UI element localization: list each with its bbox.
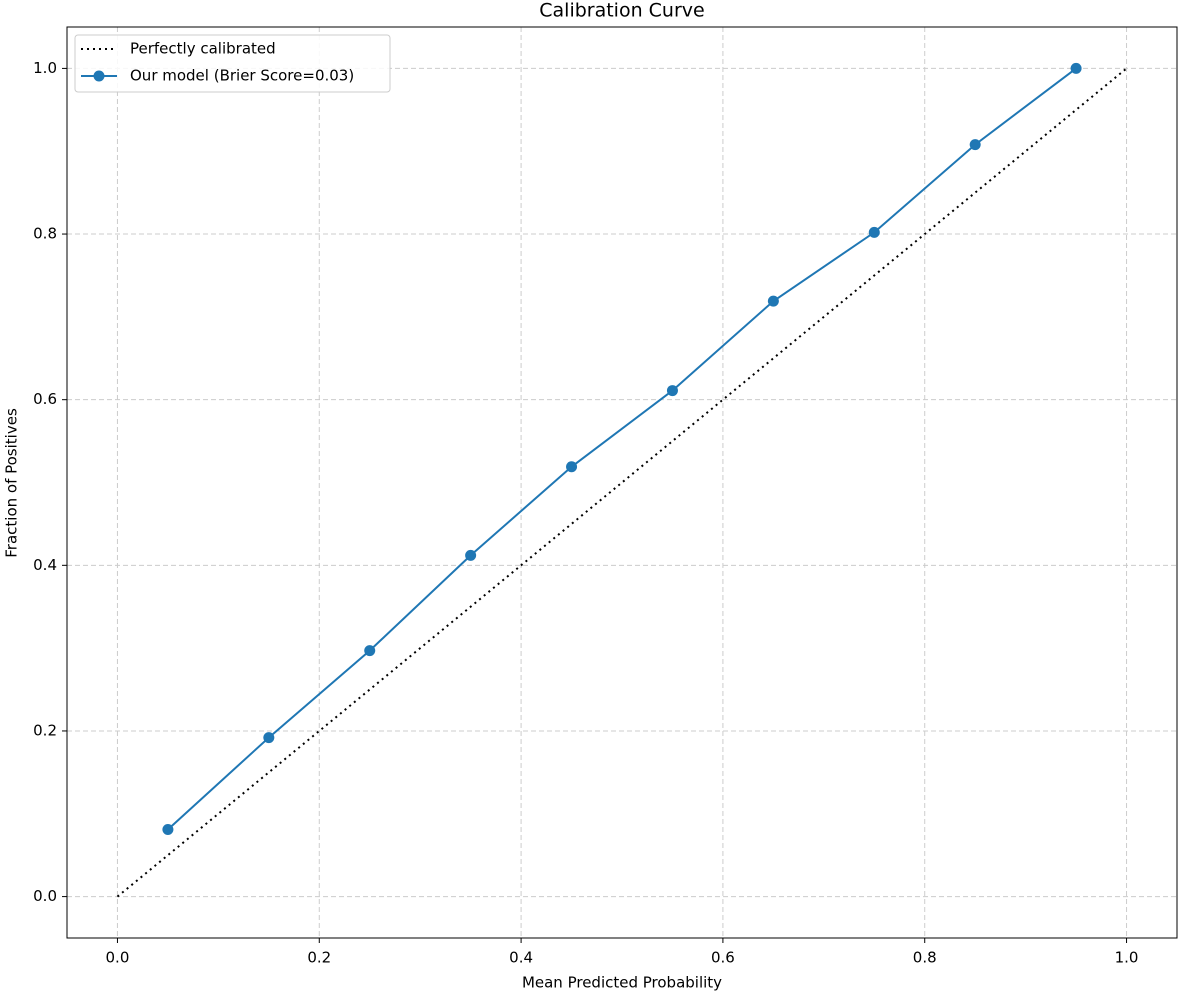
y-tick-label: 0.0 (33, 887, 57, 905)
legend-marker (93, 70, 105, 82)
legend-label: Our model (Brier Score=0.03) (130, 67, 354, 85)
data-point (666, 385, 678, 397)
x-axis-label: Mean Predicted Probability (522, 974, 722, 992)
data-point (364, 645, 376, 657)
data-point (465, 549, 477, 561)
x-tick-label: 0.8 (913, 949, 937, 967)
data-point (263, 732, 275, 744)
x-tick-label: 0.6 (711, 949, 735, 967)
data-point (767, 295, 779, 307)
y-tick-label: 1.0 (33, 59, 57, 77)
x-tick-label: 1.0 (1115, 949, 1139, 967)
x-tick-label: 0.2 (307, 949, 331, 967)
data-point (162, 824, 174, 836)
series-line (116, 67, 1128, 898)
x-tick-label: 0.4 (509, 949, 533, 967)
plot-frame (66, 26, 1178, 939)
data-point (566, 461, 578, 473)
data-point (1070, 62, 1082, 74)
data-point (868, 226, 880, 238)
legend-label: Perfectly calibrated (130, 40, 276, 58)
y-tick-label: 0.8 (33, 225, 57, 243)
series-line (167, 67, 1077, 831)
legend-box (74, 34, 391, 93)
legend: Perfectly calibrated Our model (Brier Sco… (74, 34, 391, 93)
data-point (969, 139, 981, 151)
y-axis-label: Fraction of Positives (3, 408, 21, 558)
chart-title: Calibration Curve (539, 0, 704, 22)
y-tick-label: 0.4 (33, 556, 57, 574)
x-tick-label: 0.0 (106, 949, 130, 967)
y-tick-label: 0.6 (33, 390, 57, 408)
y-tick-label: 0.2 (33, 721, 57, 739)
